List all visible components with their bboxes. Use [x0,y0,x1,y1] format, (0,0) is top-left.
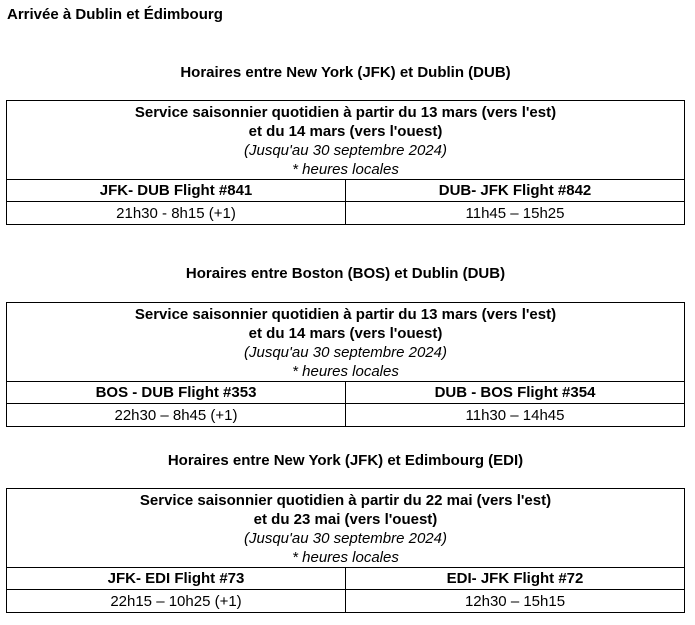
schedule-section-jfk-edi: Horaires entre New York (JFK) et Edimbou… [6,451,685,613]
validity-line: (Jusqu'au 30 septembre 2024) [244,530,447,547]
flight-label-cell: JFK- DUB Flight #841 [6,179,346,202]
service-period-line: Service saisonnier quotidien à partir du… [139,492,552,509]
local-time-note: * heures locales [292,161,399,178]
service-info-cell: Service saisonnier quotidien à partir du… [6,302,685,382]
section-heading: Horaires entre New York (JFK) et Edimbou… [167,452,524,469]
service-info-cell: Service saisonnier quotidien à partir du… [6,100,685,180]
flight-label-cell: EDI- JFK Flight #72 [345,567,685,590]
schedule-table: Service saisonnier quotidien à partir du… [6,488,685,613]
service-period-line: Service saisonnier quotidien à partir du… [134,306,557,323]
schedule-table: Service saisonnier quotidien à partir du… [6,100,685,225]
flight-label-cell: JFK- EDI Flight #73 [6,567,346,590]
service-period-line: Service saisonnier quotidien à partir du… [134,104,557,121]
service-period-line: et du 23 mai (vers l'ouest) [253,511,438,528]
local-time-note: * heures locales [292,549,399,566]
schedule-section-bos-dub: Horaires entre Boston (BOS) et Dublin (D… [6,264,685,427]
service-info-cell: Service saisonnier quotidien à partir du… [6,488,685,568]
flight-label-cell: DUB- JFK Flight #842 [345,179,685,202]
schedule-section-jfk-dub: Horaires entre New York (JFK) et Dublin … [6,63,685,225]
flight-times-cell: 11h30 – 14h45 [345,403,685,427]
page-title: Arrivée à Dublin et Édimbourg [7,6,223,23]
validity-line: (Jusqu'au 30 septembre 2024) [244,142,447,159]
flight-label-cell: BOS - DUB Flight #353 [6,381,346,404]
validity-line: (Jusqu'au 30 septembre 2024) [244,344,447,361]
service-period-line: et du 14 mars (vers l'ouest) [248,325,443,342]
flight-times-cell: 22h15 – 10h25 (+1) [6,589,346,613]
schedule-table: Service saisonnier quotidien à partir du… [6,302,685,427]
service-period-line: et du 14 mars (vers l'ouest) [248,123,443,140]
flight-times-cell: 11h45 – 15h25 [345,201,685,225]
local-time-note: * heures locales [292,363,399,380]
flight-label-cell: DUB - BOS Flight #354 [345,381,685,404]
section-heading: Horaires entre New York (JFK) et Dublin … [180,64,511,81]
flight-times-cell: 22h30 – 8h45 (+1) [6,403,346,427]
section-heading: Horaires entre Boston (BOS) et Dublin (D… [185,265,506,282]
flight-times-cell: 12h30 – 15h15 [345,589,685,613]
flight-times-cell: 21h30 - 8h15 (+1) [6,201,346,225]
